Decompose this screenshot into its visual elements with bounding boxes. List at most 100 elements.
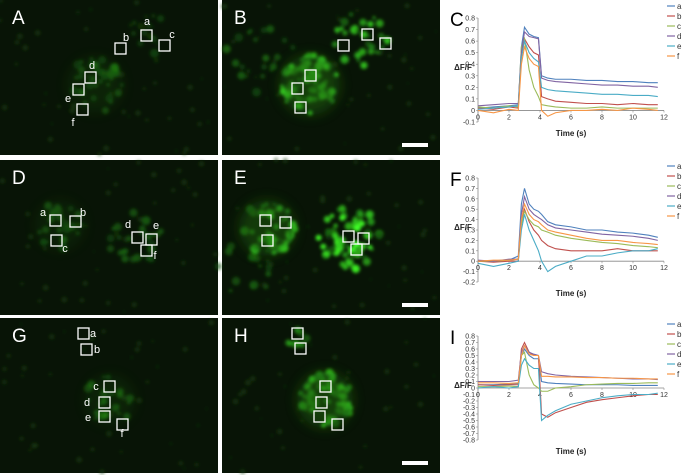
speck — [49, 334, 55, 340]
blob — [129, 208, 138, 217]
speck — [20, 374, 24, 378]
blob — [274, 53, 281, 61]
blob — [252, 87, 261, 97]
speck — [137, 216, 143, 222]
speck — [76, 456, 83, 463]
speck — [37, 299, 42, 303]
speck — [19, 322, 23, 326]
blob — [322, 254, 327, 259]
speck — [406, 82, 409, 85]
speck — [145, 118, 149, 122]
blob — [362, 257, 371, 266]
glow — [67, 57, 123, 113]
blob — [214, 262, 223, 271]
roi-box — [361, 28, 374, 41]
speck — [377, 50, 384, 56]
blob — [258, 264, 262, 268]
legend-label: a — [677, 2, 682, 11]
blob — [360, 61, 368, 70]
speck — [136, 397, 143, 404]
speck — [398, 145, 404, 152]
blob — [339, 26, 344, 31]
y-axis-title: ΔF/F — [454, 223, 472, 232]
series-line — [478, 344, 658, 385]
speck — [278, 280, 282, 284]
speck — [92, 250, 95, 253]
speck — [182, 151, 187, 156]
y-tick-label: -0.1 — [463, 269, 475, 276]
y-tick-label: 0.1 — [465, 248, 475, 255]
legend-label: c — [677, 340, 681, 349]
x-tick-label: 0 — [476, 114, 480, 121]
y-tick-label: 0.4 — [465, 360, 475, 367]
roi-box — [304, 69, 317, 82]
speck — [282, 158, 288, 164]
roi-label: f — [71, 117, 75, 129]
speck — [130, 356, 133, 359]
speck — [229, 456, 232, 459]
blob — [373, 50, 377, 54]
y-tick-label: 0.3 — [465, 366, 475, 373]
blob — [227, 242, 235, 251]
speck — [127, 115, 131, 118]
blob — [252, 254, 261, 263]
speck — [178, 460, 184, 466]
speck — [14, 39, 20, 45]
series-line — [477, 44, 658, 117]
speck — [42, 284, 49, 291]
speck — [228, 252, 232, 257]
blob — [250, 284, 255, 289]
speck — [261, 282, 268, 288]
speck — [422, 228, 427, 233]
blob — [355, 28, 360, 33]
speck — [432, 374, 436, 378]
blob — [340, 55, 349, 64]
blob — [231, 59, 240, 67]
roi-label: d — [84, 397, 90, 409]
scale-bar — [402, 143, 428, 147]
speck — [387, 84, 393, 90]
speck — [106, 167, 110, 170]
legend-label: e — [677, 42, 682, 51]
speck — [187, 84, 193, 91]
blob — [376, 232, 383, 240]
speck — [63, 330, 66, 333]
speck — [89, 8, 93, 11]
micrograph: ab cde f G — [0, 318, 218, 475]
speck — [1, 104, 8, 111]
series-line — [477, 357, 658, 422]
blob — [239, 64, 245, 70]
roi-box — [357, 232, 370, 245]
micrograph: E — [214, 157, 440, 315]
y-tick-label: 0.5 — [465, 207, 475, 214]
legend-label: e — [677, 360, 682, 369]
blob — [327, 246, 337, 255]
roi-box — [291, 82, 304, 95]
blob — [155, 42, 159, 46]
scale-bar — [402, 461, 428, 465]
micrograph: a b c d ef A — [0, 0, 218, 156]
blob — [302, 334, 311, 343]
speck — [176, 168, 182, 174]
blob — [325, 228, 332, 235]
glow — [297, 372, 353, 428]
speck — [103, 145, 110, 152]
blob — [147, 239, 156, 249]
blob — [266, 25, 275, 33]
x-axis-title: Time (s) — [556, 289, 587, 298]
roi-box — [315, 396, 328, 409]
blob — [114, 232, 118, 236]
speck — [30, 422, 36, 429]
speck — [389, 405, 393, 409]
blob — [290, 44, 296, 51]
speck — [267, 261, 274, 268]
blob — [137, 40, 144, 47]
speck — [266, 299, 270, 302]
speck — [42, 246, 48, 251]
blob — [348, 12, 354, 17]
speck — [420, 270, 424, 274]
roi-box — [140, 29, 153, 42]
blob — [247, 30, 251, 35]
speck — [213, 252, 218, 257]
roi-label: d — [89, 60, 95, 72]
